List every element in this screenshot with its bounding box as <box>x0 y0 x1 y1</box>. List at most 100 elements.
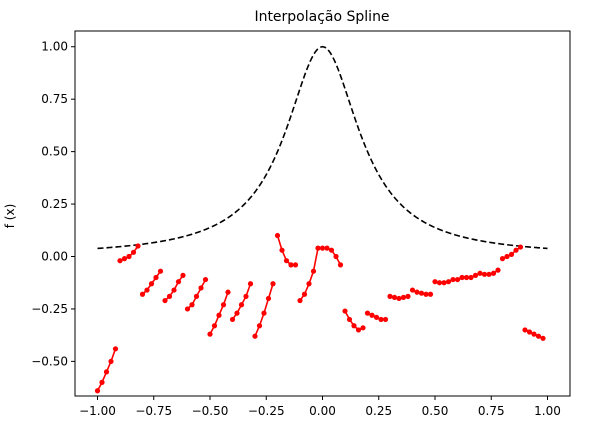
spline-point <box>189 302 195 308</box>
spline-point <box>238 302 245 308</box>
spline-point <box>117 258 123 264</box>
spline-point <box>355 327 362 333</box>
spline-point <box>211 323 218 329</box>
x-tick-label: 1.00 <box>534 404 561 418</box>
spline-point <box>508 251 515 258</box>
spline-point <box>225 289 231 295</box>
spline-point <box>373 314 380 320</box>
spline-point <box>171 287 177 293</box>
ticks-layer: −1.00 −0.75 −0.50 −0.25 0.00 0.25 0.50 0.75 1.00… <box>31 40 561 418</box>
spline-point <box>391 294 398 301</box>
y-tick-label: 0.50 <box>41 145 68 159</box>
spline-point <box>270 281 276 287</box>
spline-point <box>220 302 227 308</box>
spline-point <box>400 294 407 301</box>
spline-point <box>450 276 456 283</box>
spline-point <box>310 268 317 274</box>
spline-point <box>495 267 501 273</box>
spline-point <box>472 272 479 278</box>
spline-point <box>409 287 416 293</box>
y-axis-label: f (x) <box>3 204 17 229</box>
spline-point <box>288 262 294 268</box>
reference-function-line <box>97 45 548 250</box>
spline-point <box>103 369 110 375</box>
spline-point <box>126 253 132 260</box>
spline-point <box>481 271 488 277</box>
y-tick-label: 0.75 <box>41 92 68 106</box>
spline-point <box>517 244 524 250</box>
y-tick-label: −0.25 <box>31 302 68 316</box>
spline-point <box>283 258 290 264</box>
spline-point <box>256 323 263 329</box>
spline-point <box>364 310 371 316</box>
spline-point <box>193 293 200 299</box>
spline-point <box>396 295 402 302</box>
spline-point <box>94 388 101 394</box>
spline-point <box>198 285 204 291</box>
spline-point <box>121 256 128 262</box>
spline-point <box>324 245 330 251</box>
spline-point <box>463 274 470 281</box>
x-tick-label: −0.25 <box>248 404 285 418</box>
spline-point <box>427 291 434 297</box>
spline-point <box>292 262 299 268</box>
spline-point <box>418 290 425 296</box>
spline-point <box>405 293 411 299</box>
y-tick-label: 0.00 <box>41 250 68 264</box>
chart-title: Interpolação Spline <box>254 9 389 25</box>
x-tick-label: 0.00 <box>309 404 336 418</box>
spline-point <box>369 312 375 318</box>
x-tick-label: 0.25 <box>365 404 392 418</box>
plot-area <box>94 45 548 394</box>
spline-point <box>328 247 335 253</box>
spline-point <box>99 379 105 385</box>
spline-point <box>535 333 542 339</box>
spline-point <box>445 279 452 285</box>
spline-point <box>378 316 384 323</box>
x-tick-label: −0.50 <box>192 404 229 418</box>
spline-point <box>207 331 213 337</box>
spline-point <box>468 274 474 281</box>
spline-point <box>337 262 344 268</box>
spline-point <box>522 327 528 333</box>
spline-point <box>216 312 222 318</box>
spline-point <box>148 281 155 287</box>
spline-point <box>346 316 353 323</box>
spline-point <box>499 256 506 262</box>
spline-point <box>175 279 182 285</box>
spline-point <box>261 310 267 316</box>
spline-point <box>477 270 483 276</box>
spline-point <box>441 280 447 286</box>
spline-point <box>153 274 159 281</box>
spline-point <box>360 325 366 331</box>
spline-point <box>351 323 357 329</box>
spline-point <box>306 281 312 287</box>
spline-point <box>436 280 443 286</box>
x-tick-label: −1.00 <box>79 404 116 418</box>
spline-point <box>486 271 492 277</box>
spline-point <box>279 247 285 253</box>
spline-point <box>247 281 254 287</box>
spline-point <box>166 293 173 299</box>
y-tick-label: −0.50 <box>31 354 68 368</box>
spline-point <box>234 310 240 316</box>
spline-point <box>139 291 146 297</box>
x-tick-label: 0.50 <box>422 404 449 418</box>
spline-point <box>184 306 191 312</box>
x-tick-label: 0.75 <box>478 404 505 418</box>
spline-point <box>297 297 303 304</box>
spline-point <box>108 358 114 364</box>
spline-point <box>301 291 308 297</box>
spline-point <box>315 245 321 251</box>
spline-point <box>526 329 533 335</box>
x-tick-label: −0.75 <box>135 404 172 418</box>
spline-point <box>342 308 348 314</box>
spline-point <box>265 295 272 302</box>
spline-point <box>180 272 186 278</box>
spline-point <box>490 270 497 276</box>
spline-point <box>513 247 519 253</box>
spline-point <box>432 279 438 285</box>
spline-point <box>252 333 258 339</box>
